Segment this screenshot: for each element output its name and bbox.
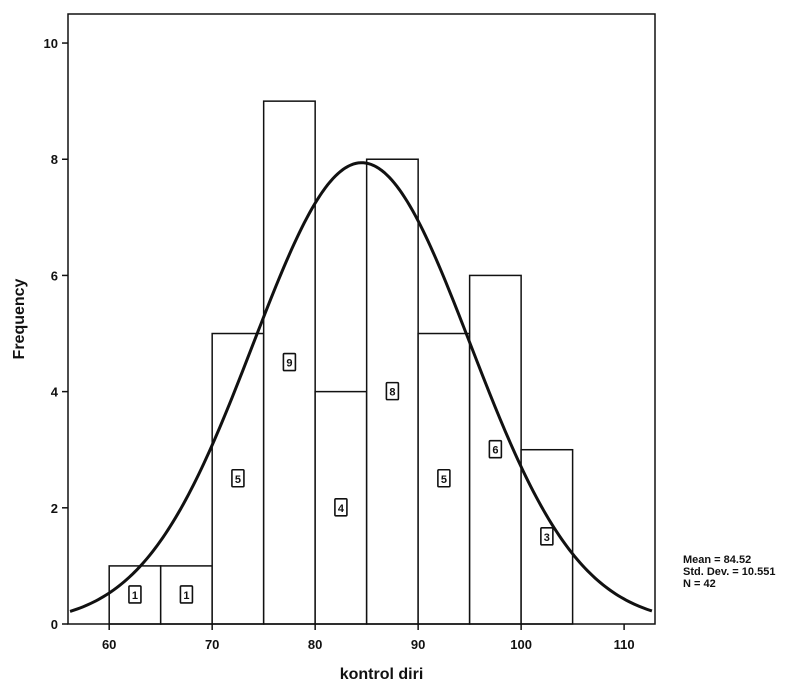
svg-text:9: 9 — [286, 358, 292, 370]
bars-layer — [108, 100, 574, 625]
y-tick-label: 6 — [51, 268, 58, 283]
svg-text:6: 6 — [492, 445, 498, 457]
bar-value-label: 3 — [540, 527, 554, 546]
curve-layer — [69, 161, 653, 613]
x-tick-label: 110 — [614, 637, 635, 652]
axis-ticks: 0 2 4 6 8 10 60 70 80 90 100 110 — [44, 36, 635, 652]
bar-labels: 1 1 5 9 4 8 5 6 3 — [128, 352, 554, 604]
y-tick-label: 10 — [44, 36, 58, 51]
x-tick-label: 80 — [308, 637, 322, 652]
svg-text:8: 8 — [389, 387, 395, 399]
y-axis-title: Frequency — [11, 278, 28, 359]
svg-text:1: 1 — [183, 590, 189, 602]
x-tick-label: 90 — [411, 637, 425, 652]
x-tick-label: 70 — [205, 637, 219, 652]
bar-value-label: 5 — [437, 468, 451, 488]
stats-box: Mean = 84.52 Std. Dev. = 10.551 N = 42 — [683, 554, 775, 590]
svg-text:4: 4 — [338, 503, 345, 515]
bar-value-label: 1 — [179, 585, 194, 604]
svg-text:5: 5 — [235, 474, 241, 486]
plot-border — [67, 13, 656, 625]
stat-std: Std. Dev. = 10.551 — [683, 566, 776, 578]
svg-text:1: 1 — [132, 590, 138, 602]
bar-value-label: 1 — [128, 585, 142, 604]
stat-n: N = 42 — [683, 578, 716, 590]
plot-frame — [67, 13, 656, 625]
normal-curve — [69, 161, 653, 613]
bar-value-label: 4 — [334, 498, 348, 517]
bar-value-label: 5 — [231, 468, 245, 488]
x-axis-title: kontrol diri — [340, 666, 424, 683]
bar-value-label: 9 — [282, 352, 297, 372]
stat-mean: Mean = 84.52 — [683, 554, 752, 566]
bar-value-label: 8 — [385, 381, 400, 401]
svg-text:3: 3 — [544, 532, 550, 544]
y-tick-label: 2 — [51, 501, 58, 516]
y-tick-label: 8 — [51, 152, 58, 167]
y-tick-label: 0 — [51, 617, 58, 632]
y-tick-label: 4 — [51, 385, 59, 400]
bar-value-label: 6 — [488, 439, 503, 459]
x-tick-label: 100 — [510, 637, 532, 652]
x-tick-label: 60 — [102, 637, 116, 652]
svg-text:5: 5 — [441, 474, 447, 486]
